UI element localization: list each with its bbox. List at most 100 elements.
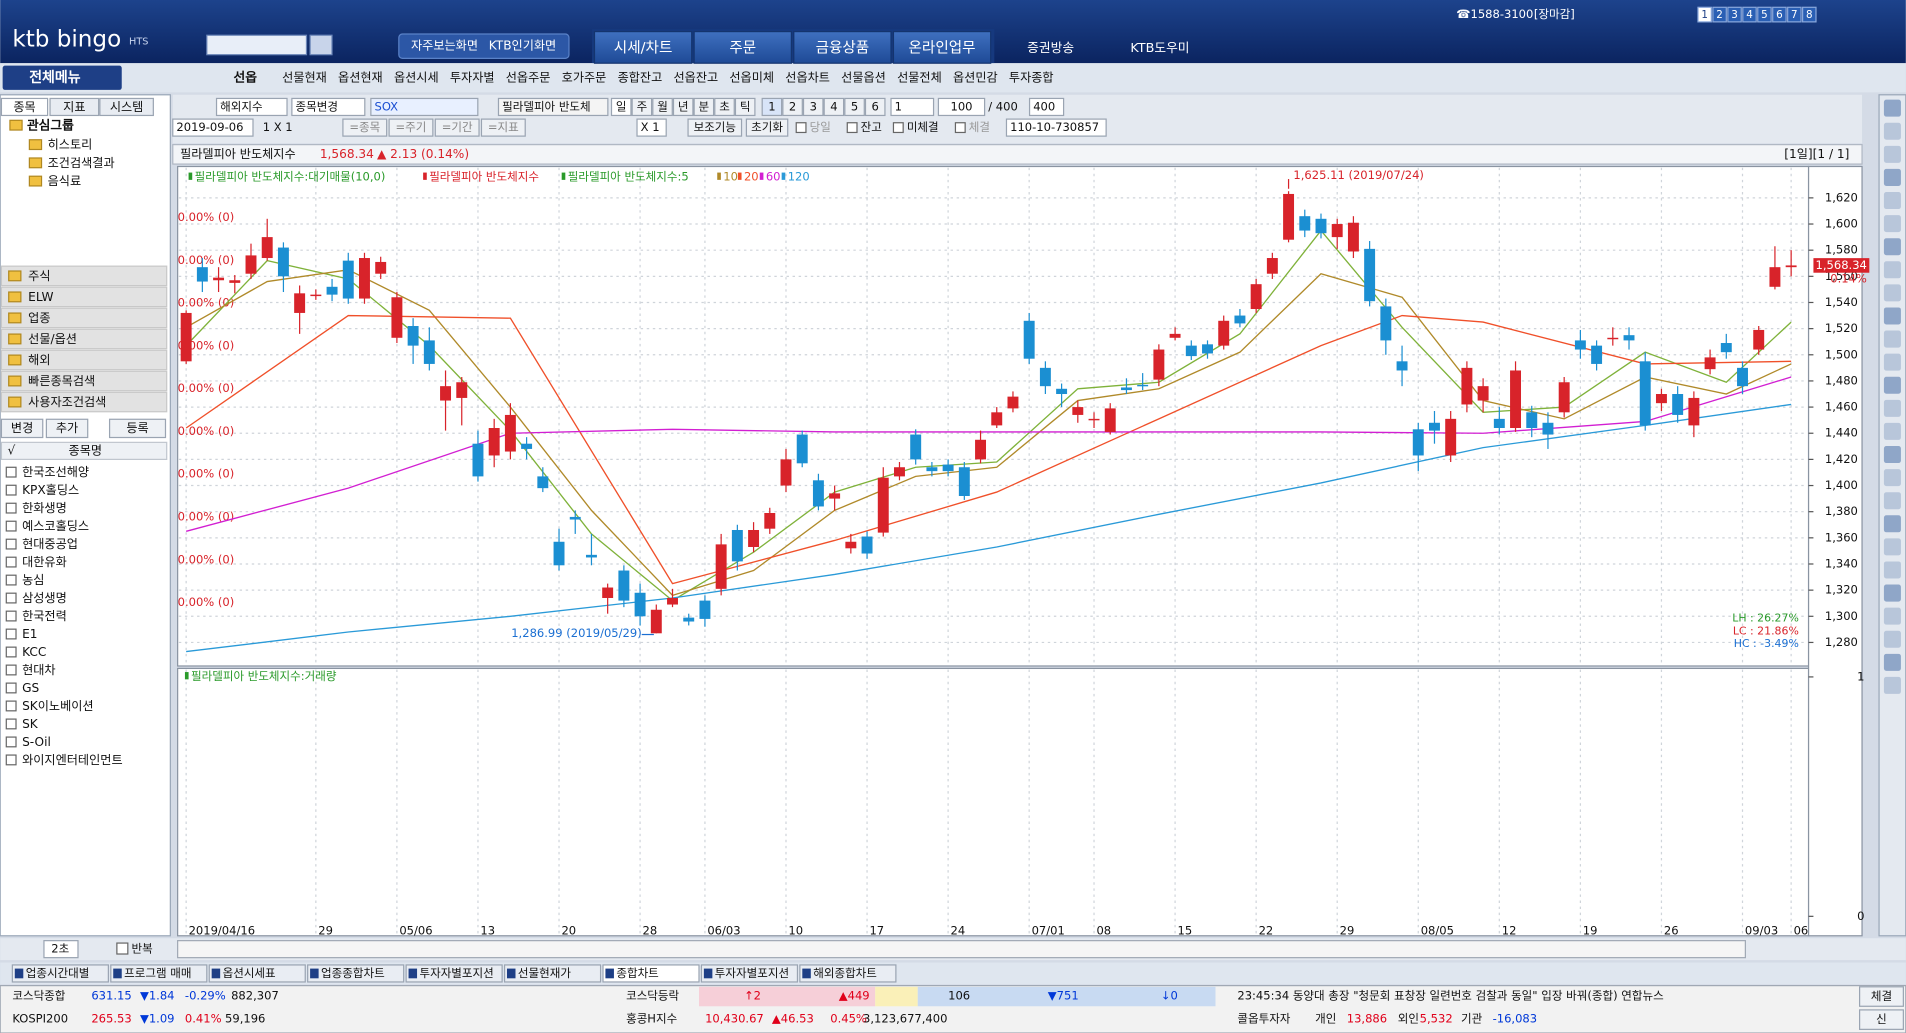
task-tab[interactable]: [110, 964, 208, 983]
field[interactable]: [1005, 118, 1107, 137]
task-tab-label[interactable]: 해외종합차트: [813, 966, 877, 980]
tool-icon[interactable]: [1883, 676, 1901, 694]
tool-icon[interactable]: [1883, 122, 1901, 140]
search-button[interactable]: [309, 34, 333, 56]
screen-button[interactable]: [1727, 6, 1742, 23]
screen-number[interactable]: 2: [1716, 9, 1723, 21]
section-label[interactable]: 주식: [28, 269, 50, 283]
field[interactable]: [802, 97, 824, 117]
field-text[interactable]: SOX: [375, 99, 399, 113]
screen-number[interactable]: 8: [1806, 9, 1813, 21]
field-text[interactable]: 2019-09-06: [176, 120, 243, 134]
section-row[interactable]: [0, 307, 168, 329]
section-row[interactable]: [0, 391, 168, 413]
section-label[interactable]: 업종: [28, 311, 50, 325]
screen-number[interactable]: 5: [1761, 9, 1768, 21]
stock-label[interactable]: 예스코홀딩스: [22, 519, 89, 533]
tool-icon[interactable]: [1883, 192, 1901, 210]
field-text[interactable]: 1: [768, 99, 775, 113]
tool-icon[interactable]: [1883, 446, 1901, 464]
task-tab[interactable]: [307, 964, 405, 983]
stock-label[interactable]: SK: [22, 717, 39, 731]
menu-item[interactable]: 투자자별: [450, 70, 495, 84]
menu-item[interactable]: 호가주문: [562, 70, 607, 84]
quick-link[interactable]: 자주보는화면: [411, 39, 478, 53]
nav-tab[interactable]: [593, 30, 693, 64]
tool-icon[interactable]: [1883, 653, 1901, 671]
field[interactable]: [890, 97, 935, 117]
field-text[interactable]: 분: [699, 99, 710, 113]
sidebar-tab-label[interactable]: 시스템: [110, 100, 144, 114]
sidebar-button[interactable]: [108, 418, 167, 439]
section-row[interactable]: [0, 265, 168, 287]
check-label[interactable]: 미체결: [907, 120, 939, 134]
field-text[interactable]: 틱: [740, 99, 751, 113]
sidebar-tab[interactable]: [49, 97, 100, 117]
field-text[interactable]: 해외지수: [220, 99, 262, 113]
status-button-label[interactable]: 체결: [1871, 989, 1892, 1003]
section-label[interactable]: 사용자조건검색: [28, 395, 106, 409]
field-text[interactable]: 400: [1033, 99, 1055, 113]
checkbox[interactable]: [5, 592, 17, 604]
section-row[interactable]: [0, 349, 168, 371]
tool-icon[interactable]: [1883, 330, 1901, 348]
field[interactable]: [864, 97, 886, 117]
field-text[interactable]: =종목: [349, 120, 380, 134]
task-tab-label[interactable]: 종합차트: [616, 966, 659, 980]
all-menu-label[interactable]: 전체메뉴: [29, 69, 81, 86]
interval-label[interactable]: 2초: [51, 942, 69, 956]
menu-item[interactable]: 옵션민감: [953, 70, 998, 84]
folder-label[interactable]: 음식료: [48, 174, 82, 188]
nav-tab[interactable]: [693, 30, 792, 64]
menu-item[interactable]: 선옵차트: [785, 70, 830, 84]
sidebar-button-label[interactable]: 변경: [11, 421, 33, 435]
field[interactable]: [782, 97, 803, 117]
task-tab-label[interactable]: 옵션시세표: [223, 966, 276, 980]
checkbox[interactable]: [954, 122, 966, 134]
checkbox[interactable]: [5, 520, 17, 532]
field-text[interactable]: 보조기능: [694, 120, 736, 134]
folder-label[interactable]: 조건검색결과: [48, 156, 115, 170]
field[interactable]: [652, 97, 673, 117]
field[interactable]: [844, 97, 865, 117]
stock-label[interactable]: 한화생명: [22, 501, 67, 515]
section-row[interactable]: [0, 286, 168, 308]
tool-icon[interactable]: [1883, 376, 1901, 394]
field-text[interactable]: 초기화: [751, 120, 783, 134]
menu-item[interactable]: 선옵미체: [729, 70, 774, 84]
tool-icon[interactable]: [1883, 145, 1901, 163]
screen-button[interactable]: [1712, 6, 1727, 23]
tool-icon[interactable]: [1883, 215, 1901, 233]
field-text[interactable]: X 1: [641, 120, 660, 134]
screen-button[interactable]: [1772, 6, 1787, 23]
task-tab[interactable]: [11, 964, 109, 983]
screen-button[interactable]: [1787, 6, 1802, 23]
sidebar-tab-label[interactable]: 지표: [63, 100, 85, 114]
tool-icon[interactable]: [1883, 261, 1901, 279]
screen-number[interactable]: 1: [1701, 9, 1708, 21]
nav-label[interactable]: 온라인업무: [909, 40, 976, 57]
checkbox[interactable]: [5, 736, 17, 748]
screen-number[interactable]: 7: [1791, 9, 1798, 21]
task-tab-label[interactable]: 업종시간대별: [26, 966, 90, 980]
field-text[interactable]: 월: [657, 99, 668, 113]
checkbox[interactable]: [5, 664, 17, 676]
checkbox[interactable]: [5, 538, 17, 550]
tool-icon[interactable]: [1883, 469, 1901, 487]
tool-icon[interactable]: [1883, 561, 1901, 579]
menu-item[interactable]: 선옵: [234, 69, 258, 85]
tool-icon[interactable]: [1883, 422, 1901, 440]
task-tab-label[interactable]: 투자자별포지션: [419, 966, 493, 980]
field[interactable]: [687, 118, 743, 137]
stock-label[interactable]: KCC: [22, 645, 46, 659]
tool-icon[interactable]: [1883, 607, 1901, 625]
checkbox[interactable]: [795, 122, 807, 134]
interval-select[interactable]: [43, 940, 79, 959]
tool-icon[interactable]: [1883, 353, 1901, 371]
field[interactable]: [215, 97, 288, 117]
nav-tab[interactable]: [793, 30, 892, 64]
nav-label[interactable]: 금융상품: [816, 40, 870, 57]
tool-icon[interactable]: [1883, 238, 1901, 256]
sidebar-button-label[interactable]: 추가: [56, 421, 78, 435]
sidebar-tab-label[interactable]: 종목: [13, 100, 35, 114]
